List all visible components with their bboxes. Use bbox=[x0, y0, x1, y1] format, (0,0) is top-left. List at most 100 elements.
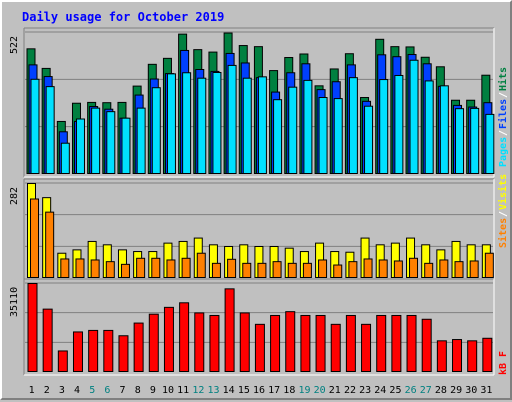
pages-bar bbox=[166, 73, 176, 174]
chart-title: Daily usage for October 2019 bbox=[22, 10, 224, 24]
legend-hits: Hits bbox=[497, 67, 509, 91]
sites-bar bbox=[409, 257, 419, 278]
sites-bar bbox=[272, 261, 282, 279]
day-label: 8 bbox=[135, 385, 141, 396]
day-label: 21 bbox=[329, 385, 341, 396]
kbytes-bar bbox=[209, 314, 220, 372]
day-label: 16 bbox=[253, 385, 265, 396]
pages-bar bbox=[470, 107, 480, 174]
kbytes-bar bbox=[103, 329, 114, 372]
visits-ymax-label: 282 bbox=[9, 187, 20, 205]
kbytes-bar bbox=[376, 314, 387, 372]
sites-bar bbox=[333, 264, 343, 278]
pages-bar bbox=[60, 142, 70, 175]
pages-bar bbox=[106, 111, 116, 174]
kbytes-bar bbox=[148, 313, 159, 372]
day-label: 10 bbox=[162, 385, 174, 396]
sites-bar bbox=[196, 252, 206, 278]
sites-bar bbox=[242, 262, 252, 278]
legend-files: Files bbox=[497, 99, 509, 129]
legend-sites: Sites bbox=[497, 218, 509, 248]
kbytes-bar bbox=[467, 340, 478, 373]
legend-separator: / bbox=[498, 211, 509, 217]
pages-bar bbox=[182, 72, 192, 174]
sites-bar bbox=[90, 259, 100, 278]
pages-bar bbox=[379, 79, 389, 174]
sites-bar bbox=[302, 262, 312, 278]
pages-bar bbox=[409, 59, 419, 175]
sites-bar bbox=[484, 252, 494, 278]
kbytes-bar bbox=[179, 302, 190, 373]
sites-bar bbox=[424, 262, 434, 278]
day-label: 12 bbox=[192, 385, 204, 396]
sites-bar bbox=[105, 261, 115, 279]
legend-separator: / bbox=[498, 130, 509, 136]
kbytes-bar bbox=[436, 340, 447, 373]
kbytes-bar bbox=[361, 323, 372, 373]
kbytes-bar bbox=[194, 312, 205, 373]
pages-bar bbox=[364, 105, 374, 174]
day-label: 15 bbox=[238, 385, 250, 396]
kbytes-bar bbox=[406, 314, 417, 372]
kbytes-bar bbox=[42, 308, 53, 373]
sites-bar bbox=[287, 262, 297, 278]
legend-separator: / bbox=[498, 92, 509, 98]
kbytes-bar bbox=[300, 314, 311, 372]
day-label: 24 bbox=[374, 385, 386, 396]
pages-bar bbox=[288, 86, 298, 174]
kbytes-bar bbox=[345, 314, 356, 372]
sites-bar bbox=[257, 262, 267, 278]
day-label: 2 bbox=[44, 385, 50, 396]
pages-bar bbox=[318, 97, 328, 174]
pages-bar bbox=[455, 108, 465, 174]
sites-bar bbox=[75, 258, 85, 279]
sites-bar bbox=[211, 262, 221, 278]
kbytes-bar bbox=[482, 337, 493, 373]
day-label: 30 bbox=[465, 385, 477, 396]
kbytes-bar bbox=[224, 288, 235, 373]
kbytes-bar bbox=[72, 331, 83, 372]
kbytes-bar bbox=[163, 306, 174, 373]
day-label: 20 bbox=[314, 385, 326, 396]
pages-bar bbox=[75, 118, 85, 174]
sites-bar bbox=[393, 260, 403, 278]
sites-bar bbox=[469, 260, 479, 278]
day-label: 19 bbox=[298, 385, 310, 396]
legend-pages: Pages bbox=[498, 137, 509, 167]
pages-bar bbox=[303, 79, 313, 174]
kbytes-bar bbox=[118, 335, 129, 372]
day-label: 5 bbox=[89, 385, 95, 396]
day-label: 23 bbox=[359, 385, 371, 396]
sites-bar bbox=[378, 259, 388, 278]
pages-bar bbox=[257, 76, 267, 174]
sites-bar bbox=[136, 257, 146, 278]
day-label: 11 bbox=[177, 385, 189, 396]
kbytes-bar bbox=[391, 314, 402, 372]
pages-bar bbox=[242, 77, 252, 174]
sites-bar bbox=[318, 259, 328, 278]
hits-ymax-label: 522 bbox=[9, 36, 20, 54]
kbytes-bar bbox=[270, 314, 281, 372]
sites-bar bbox=[151, 257, 161, 278]
pages-bar bbox=[333, 98, 343, 174]
legend-kb-f: kB F bbox=[498, 351, 509, 375]
day-label: 4 bbox=[74, 385, 80, 396]
day-label: 1 bbox=[29, 385, 35, 396]
day-label: 25 bbox=[389, 385, 401, 396]
pages-bar bbox=[197, 77, 207, 174]
kbytes-bar bbox=[239, 312, 250, 373]
pages-bar bbox=[424, 80, 434, 174]
sites-bar bbox=[363, 258, 373, 279]
day-label: 29 bbox=[450, 385, 462, 396]
day-label: 3 bbox=[59, 385, 65, 396]
day-label: 13 bbox=[207, 385, 219, 396]
kbytes-bar bbox=[133, 322, 144, 373]
sites-bar bbox=[45, 211, 55, 278]
pages-bar bbox=[212, 71, 222, 174]
kbytes-bar bbox=[57, 350, 68, 372]
pages-bar bbox=[136, 107, 146, 174]
day-label: 6 bbox=[104, 385, 110, 396]
pages-bar bbox=[394, 74, 404, 174]
pages-bar bbox=[121, 117, 131, 174]
